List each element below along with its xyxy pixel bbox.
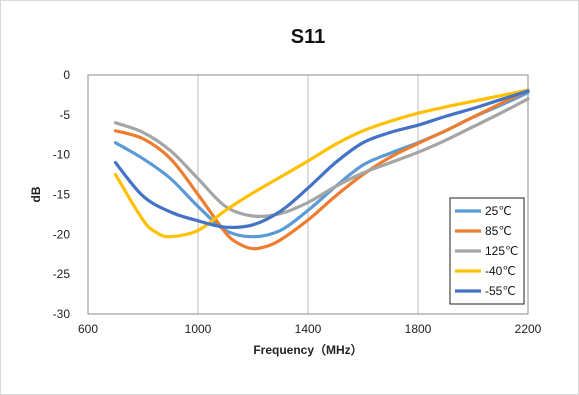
y-tick-label: -30: [53, 307, 71, 321]
x-tick-label: 1000: [185, 322, 212, 336]
chart-title: S11: [291, 26, 325, 48]
series-lines: [113, 88, 530, 251]
legend-label: 25℃: [485, 204, 512, 218]
y-tick-label: -20: [53, 227, 71, 241]
x-axis-ticks: 600 1000 1400 1800 2200: [78, 322, 542, 336]
x-tick-label: 2200: [515, 322, 542, 336]
y-axis-title: dB: [29, 186, 43, 202]
plot-area: [87, 74, 529, 315]
legend-label: 125℃: [485, 244, 519, 258]
series-line-4: [113, 88, 530, 239]
series-line-3: [113, 97, 530, 219]
series-line-2: [113, 88, 530, 251]
series-line-5: [113, 89, 530, 230]
x-tick-label: 1800: [405, 322, 432, 336]
x-tick-label: 600: [78, 322, 98, 336]
y-tick-label: -5: [59, 108, 70, 122]
legend-label: -55℃: [485, 284, 516, 298]
y-axis-ticks: 0 -5 -10 -15 -20 -25 -30: [53, 68, 71, 321]
legend-label: 85℃: [485, 224, 512, 238]
x-axis-title: Frequency（MHz）: [253, 342, 362, 357]
y-tick-label: 0: [63, 68, 70, 82]
grid-lines: [87, 74, 529, 315]
y-tick-label: -15: [53, 188, 71, 202]
legend-label: -40℃: [485, 264, 516, 278]
x-tick-label: 1400: [295, 322, 322, 336]
legend: 25℃ 85℃ 125℃ -40℃ -55℃: [449, 197, 525, 305]
y-tick-label: -25: [53, 267, 71, 281]
y-tick-label: -10: [53, 148, 71, 162]
